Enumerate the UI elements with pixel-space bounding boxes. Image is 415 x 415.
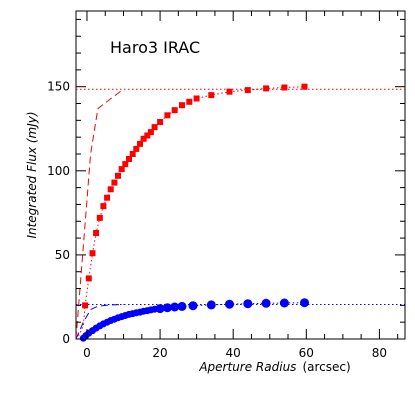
data-point-circle (279, 298, 289, 308)
data-point-circle (206, 300, 216, 310)
data-point-square (129, 151, 136, 157)
x-axis-unit: (arcsec) (302, 360, 350, 374)
data-point-square (111, 179, 118, 186)
model-curves (75, 86, 305, 340)
y-tick-label: 50 (55, 248, 70, 262)
axis-tick-labels: 0 20 40 60 80 0 50 100 150 (47, 80, 387, 360)
data-point-square (133, 145, 140, 152)
data-point-square (281, 84, 288, 91)
model-curve-3 (75, 86, 305, 340)
data-point-square (126, 156, 132, 162)
data-point-square (115, 172, 121, 179)
data-point-square (151, 124, 158, 131)
data-points (79, 83, 309, 342)
data-point-square (100, 203, 107, 210)
y-tick-label: 0 (62, 332, 70, 346)
data-point-square (301, 83, 308, 90)
y-tick-label: 150 (47, 80, 70, 94)
x-axis-title: Aperture Radius (198, 360, 296, 374)
x-tick-label: 40 (226, 346, 241, 360)
y-axis-label: Integrated Flux (mJy) (25, 111, 39, 238)
x-tick-label: 60 (299, 346, 314, 360)
chart-annotation: Haro3 IRAC (110, 38, 200, 57)
data-point-square (107, 186, 114, 193)
data-point-circle (225, 299, 234, 309)
x-tick-label: 20 (152, 346, 167, 360)
data-point-circle (170, 302, 180, 312)
data-point-square (226, 88, 233, 95)
data-point-square (164, 112, 171, 119)
data-point-square (137, 140, 143, 147)
data-point-square (171, 107, 178, 114)
data-point-circle (243, 299, 253, 309)
x-tick-label: 0 (83, 346, 91, 360)
data-point-square (157, 119, 164, 125)
data-point-square (244, 87, 251, 94)
data-point-square (147, 129, 154, 136)
data-point-square (140, 135, 147, 142)
data-point-square (208, 92, 215, 99)
axis-ticks (76, 11, 405, 340)
data-point-square (96, 214, 103, 221)
data-point-square (186, 98, 193, 105)
data-point-square (82, 302, 89, 309)
data-point-circle (162, 303, 172, 313)
data-point-circle (261, 298, 271, 308)
data-point-square (193, 95, 200, 102)
data-point-square (104, 194, 111, 201)
data-point-circle (300, 298, 309, 308)
data-point-square (144, 132, 151, 139)
data-point-square (179, 102, 185, 109)
x-axis-label: Aperture Radius (arcsec) (198, 360, 350, 374)
data-point-square (118, 166, 125, 173)
x-tick-label: 80 (372, 346, 387, 360)
model-curve-1 (75, 88, 124, 340)
data-point-circle (177, 301, 187, 311)
data-point-circle (188, 301, 198, 311)
data-point-circle (155, 304, 165, 314)
plot-frame (75, 10, 406, 340)
model-curve-2 (75, 304, 124, 340)
reference-lines (76, 88, 405, 306)
data-point-square (263, 85, 270, 92)
y-tick-label: 100 (47, 164, 70, 178)
data-point-square (89, 250, 96, 257)
data-point-square (93, 230, 100, 236)
data-point-square (122, 161, 129, 168)
data-point-square (85, 275, 92, 282)
